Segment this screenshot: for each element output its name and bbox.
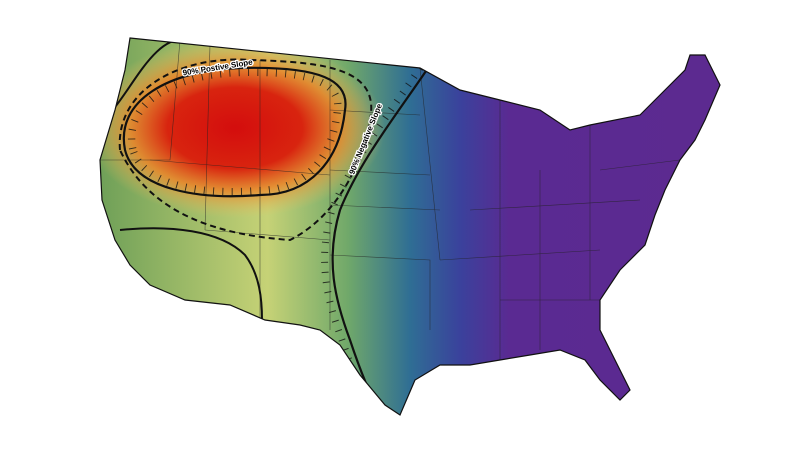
sw-contour (119, 227, 263, 321)
positive-contour (122, 66, 347, 198)
negative-contour (331, 67, 429, 413)
contour-hatches (127, 68, 342, 196)
outer-contour (118, 58, 373, 242)
